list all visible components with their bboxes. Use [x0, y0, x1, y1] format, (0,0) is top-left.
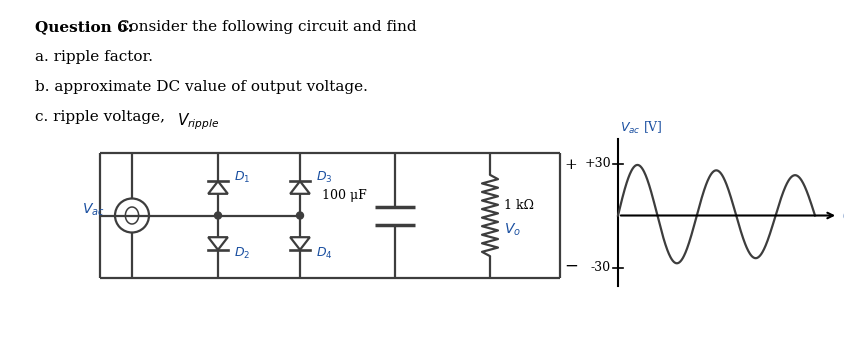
Polygon shape — [208, 237, 228, 250]
Text: $D_3$: $D_3$ — [316, 170, 333, 185]
Text: +: + — [564, 158, 576, 172]
Text: $D_4$: $D_4$ — [316, 246, 333, 261]
Circle shape — [296, 212, 304, 219]
Text: $\theta$: $\theta$ — [842, 208, 844, 223]
Text: $V_o$: $V_o$ — [504, 221, 521, 238]
Text: $V_{ac}$ [V]: $V_{ac}$ [V] — [620, 120, 663, 135]
Text: 100 μF: 100 μF — [322, 189, 367, 202]
Text: $V_{ac}$: $V_{ac}$ — [82, 201, 105, 218]
Text: 1 kΩ: 1 kΩ — [504, 199, 534, 212]
Text: b. approximate DC value of output voltage.: b. approximate DC value of output voltag… — [35, 80, 368, 94]
Text: +30: +30 — [584, 157, 611, 170]
Text: $V_{\it{ripple}}$: $V_{\it{ripple}}$ — [177, 111, 219, 132]
Text: a. ripple factor.: a. ripple factor. — [35, 50, 153, 64]
Text: $D_2$: $D_2$ — [234, 246, 250, 261]
Text: c. ripple voltage,: c. ripple voltage, — [35, 110, 170, 124]
Text: Question 6:: Question 6: — [35, 20, 133, 34]
Polygon shape — [290, 237, 310, 250]
Polygon shape — [290, 181, 310, 194]
Text: −: − — [564, 257, 578, 275]
Polygon shape — [208, 181, 228, 194]
Circle shape — [214, 212, 221, 219]
Text: -30: -30 — [591, 261, 611, 274]
Text: $D_1$: $D_1$ — [234, 170, 251, 185]
Text: Consider the following circuit and find: Consider the following circuit and find — [113, 20, 417, 34]
